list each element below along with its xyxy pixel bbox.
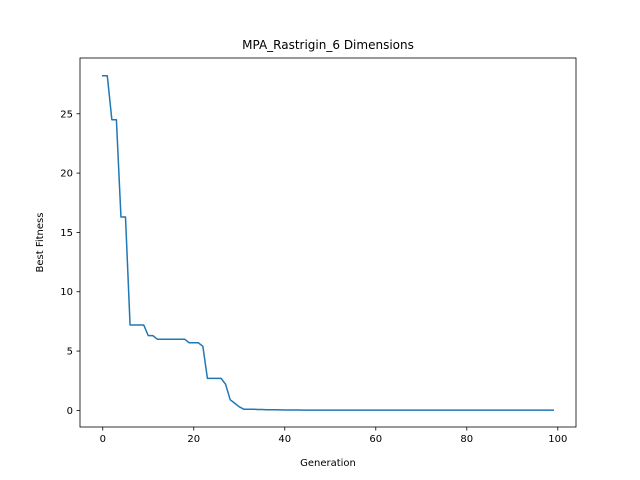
y-tick-label: 10	[60, 287, 73, 298]
x-tick-label: 20	[187, 434, 200, 445]
y-tick-label: 25	[60, 109, 73, 120]
plot-area	[102, 75, 554, 411]
x-axis: 0 20 40 60 80 100	[100, 427, 567, 445]
x-tick-label: 40	[278, 434, 291, 445]
chart-title: MPA_Rastrigin_6 Dimensions	[242, 38, 414, 52]
y-axis: 0 5 10 15 20 25	[60, 109, 80, 417]
x-tick-label: 80	[460, 434, 473, 445]
x-tick-label: 60	[369, 434, 382, 445]
axes-frame	[79, 57, 577, 428]
x-axis-label: Generation	[300, 458, 356, 469]
y-tick-label: 5	[67, 347, 73, 358]
y-tick-label: 0	[67, 406, 73, 417]
series-line-0	[102, 75, 554, 411]
y-axis-label: Best Fitness	[35, 213, 46, 273]
x-tick-label: 0	[100, 434, 106, 445]
y-tick-label: 20	[60, 169, 73, 180]
x-tick-label: 100	[548, 434, 567, 445]
y-tick-label: 15	[60, 228, 73, 239]
